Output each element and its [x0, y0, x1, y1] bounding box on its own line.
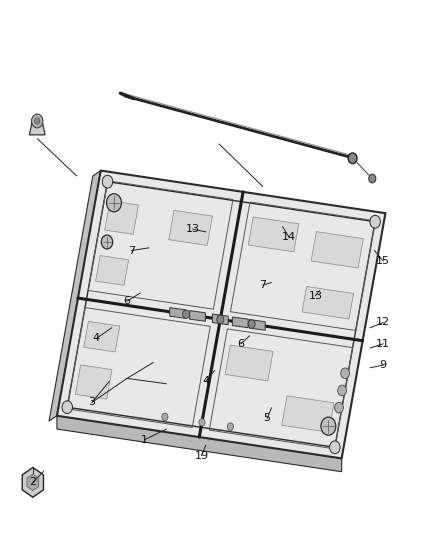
Polygon shape: [282, 396, 334, 432]
Circle shape: [199, 418, 205, 426]
Polygon shape: [22, 467, 43, 497]
Circle shape: [370, 215, 380, 228]
Circle shape: [62, 401, 73, 414]
Circle shape: [217, 315, 224, 324]
Text: 6: 6: [237, 339, 244, 349]
Circle shape: [321, 417, 336, 435]
Circle shape: [348, 153, 357, 164]
Polygon shape: [27, 474, 39, 490]
Text: 5: 5: [264, 414, 271, 423]
Circle shape: [227, 423, 233, 430]
Polygon shape: [75, 365, 112, 399]
Text: 9: 9: [380, 360, 387, 370]
Polygon shape: [248, 217, 299, 252]
Text: 6: 6: [124, 296, 131, 306]
Circle shape: [35, 118, 40, 124]
Text: 12: 12: [376, 318, 390, 327]
Polygon shape: [84, 321, 120, 352]
Polygon shape: [57, 416, 342, 472]
Circle shape: [183, 310, 190, 319]
Circle shape: [102, 175, 113, 188]
Circle shape: [341, 368, 350, 378]
Text: 1: 1: [141, 435, 148, 445]
Text: 4: 4: [93, 334, 100, 343]
Circle shape: [369, 174, 376, 183]
Circle shape: [106, 193, 121, 212]
Polygon shape: [225, 345, 273, 381]
Circle shape: [32, 114, 43, 128]
Circle shape: [101, 235, 113, 249]
Text: 19: 19: [194, 451, 208, 461]
Text: 7: 7: [128, 246, 135, 255]
Text: 4: 4: [202, 376, 209, 386]
Polygon shape: [105, 201, 138, 235]
Circle shape: [162, 413, 168, 421]
Polygon shape: [250, 320, 265, 330]
Polygon shape: [49, 171, 101, 421]
Text: 14: 14: [282, 232, 296, 242]
Circle shape: [338, 385, 346, 396]
Text: 2: 2: [29, 478, 36, 487]
Polygon shape: [190, 311, 205, 321]
Circle shape: [335, 402, 343, 413]
Text: 3: 3: [88, 398, 95, 407]
Text: 13: 13: [186, 224, 200, 234]
Polygon shape: [302, 286, 353, 319]
Text: 11: 11: [376, 339, 390, 349]
Polygon shape: [232, 317, 248, 328]
Polygon shape: [311, 232, 364, 268]
Circle shape: [330, 441, 340, 454]
Polygon shape: [57, 171, 385, 458]
Circle shape: [248, 320, 255, 328]
Polygon shape: [29, 119, 45, 135]
Text: 15: 15: [376, 256, 390, 266]
Text: 13: 13: [308, 291, 322, 301]
Polygon shape: [169, 211, 212, 245]
Polygon shape: [170, 308, 186, 318]
Text: 7: 7: [259, 280, 266, 290]
Polygon shape: [95, 255, 129, 285]
Polygon shape: [212, 314, 228, 325]
